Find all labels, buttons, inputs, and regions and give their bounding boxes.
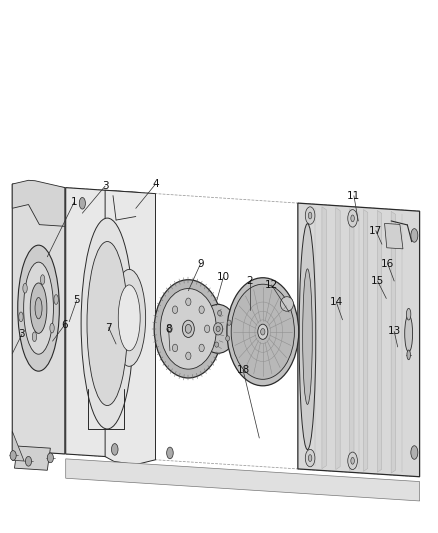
Ellipse shape [299,224,316,450]
Ellipse shape [160,288,216,369]
Polygon shape [66,459,420,501]
Polygon shape [12,184,65,454]
Ellipse shape [87,241,127,406]
Ellipse shape [30,283,47,333]
Text: 3: 3 [18,329,25,340]
Ellipse shape [173,306,178,313]
Ellipse shape [154,280,223,378]
Polygon shape [336,208,340,470]
Ellipse shape [227,320,231,325]
Ellipse shape [258,324,268,340]
Text: 16: 16 [381,259,394,269]
Text: 7: 7 [105,322,112,333]
Ellipse shape [305,449,315,467]
Polygon shape [385,223,403,249]
Ellipse shape [205,333,209,337]
Polygon shape [105,190,155,465]
Ellipse shape [50,323,54,333]
Ellipse shape [308,212,312,219]
Ellipse shape [207,317,211,322]
Polygon shape [322,207,326,469]
Ellipse shape [305,207,315,224]
Ellipse shape [411,229,418,242]
Ellipse shape [81,218,134,429]
Polygon shape [14,446,50,470]
Polygon shape [377,211,381,472]
Ellipse shape [186,352,191,360]
Text: 11: 11 [347,191,360,201]
Ellipse shape [407,350,410,360]
Text: 3: 3 [102,181,109,191]
Ellipse shape [214,323,223,335]
Ellipse shape [10,450,16,461]
Ellipse shape [218,311,222,316]
Ellipse shape [118,285,140,351]
Ellipse shape [303,269,312,405]
Ellipse shape [19,312,23,322]
Ellipse shape [348,452,357,470]
Polygon shape [298,203,420,477]
Ellipse shape [261,328,265,335]
Ellipse shape [226,336,230,341]
Ellipse shape [205,325,210,333]
Ellipse shape [24,262,53,354]
Polygon shape [66,188,140,459]
Ellipse shape [167,325,172,333]
Ellipse shape [182,320,194,337]
Text: 8: 8 [165,325,172,335]
Ellipse shape [18,245,59,371]
Ellipse shape [351,457,354,464]
Ellipse shape [35,297,42,319]
Ellipse shape [227,278,299,386]
Ellipse shape [40,274,45,285]
Ellipse shape [200,304,237,353]
Ellipse shape [199,306,204,313]
Text: 4: 4 [152,179,159,189]
Polygon shape [12,180,65,227]
Ellipse shape [411,446,418,459]
Text: 5: 5 [73,295,80,305]
Text: 14: 14 [330,297,343,308]
Ellipse shape [166,447,173,459]
Ellipse shape [348,209,357,227]
Ellipse shape [113,269,145,366]
Text: 6: 6 [61,320,68,329]
Polygon shape [364,209,368,471]
Text: 17: 17 [369,225,382,236]
Ellipse shape [23,284,27,293]
Ellipse shape [215,342,219,347]
Ellipse shape [173,344,178,352]
Text: 15: 15 [371,276,384,286]
Text: 13: 13 [388,326,401,336]
Ellipse shape [186,298,191,305]
Text: 10: 10 [217,272,230,282]
Text: 9: 9 [197,259,204,269]
Ellipse shape [111,443,118,455]
Ellipse shape [308,455,312,462]
Ellipse shape [231,284,294,379]
Ellipse shape [54,295,58,304]
Ellipse shape [185,325,191,333]
Polygon shape [350,208,354,471]
Text: 1: 1 [71,197,78,207]
Ellipse shape [79,197,85,209]
Ellipse shape [47,453,53,463]
Polygon shape [12,431,24,461]
Ellipse shape [199,344,204,352]
Ellipse shape [216,326,220,332]
Text: 18: 18 [237,365,250,375]
Ellipse shape [32,332,37,342]
Ellipse shape [280,297,293,311]
Text: 2: 2 [246,276,253,286]
Ellipse shape [406,309,411,320]
Polygon shape [391,212,396,473]
Ellipse shape [25,456,32,466]
Text: 12: 12 [265,280,278,290]
Ellipse shape [351,215,354,222]
Ellipse shape [405,315,413,352]
